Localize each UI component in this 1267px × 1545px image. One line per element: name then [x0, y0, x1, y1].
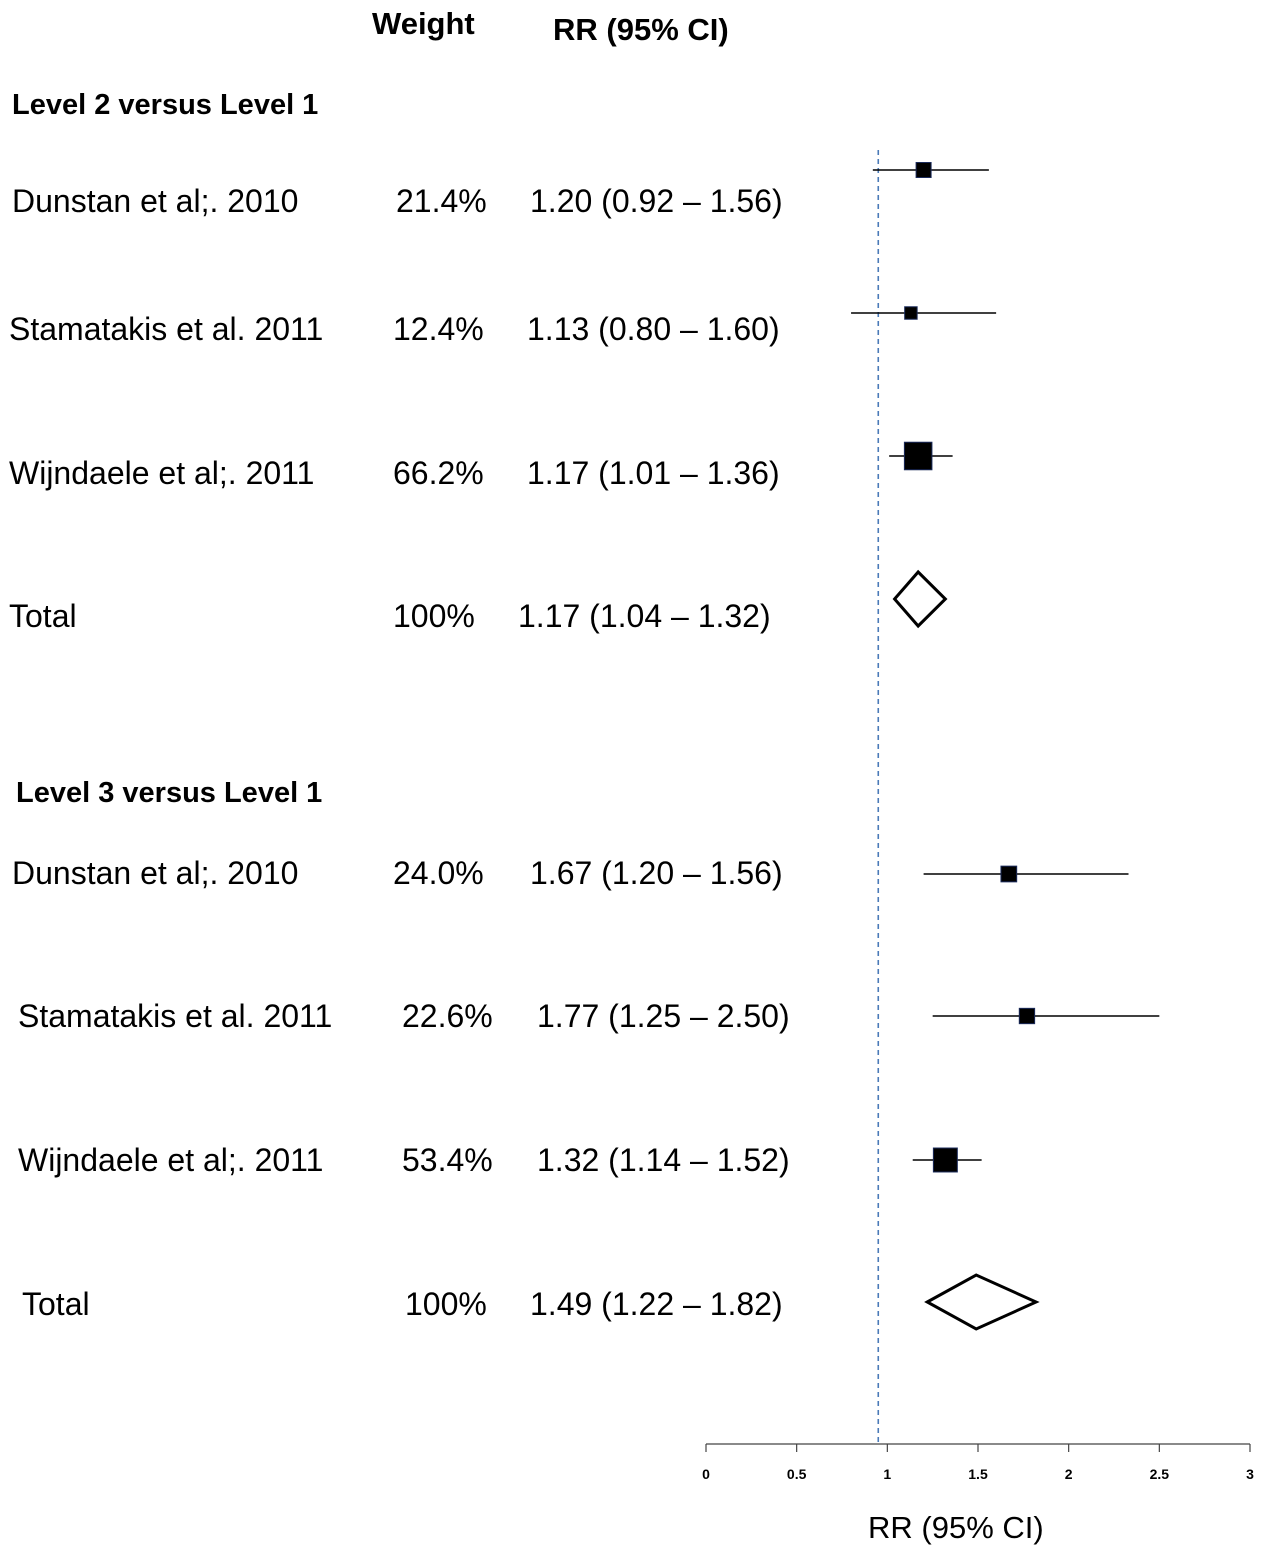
study-weight: 24.0% [393, 855, 484, 891]
x-tick-label: 1.5 [968, 1466, 988, 1482]
effect-square [915, 162, 932, 178]
effect-square [903, 441, 933, 471]
total-diamond [924, 1273, 1040, 1331]
x-tick-label: 2.5 [1150, 1466, 1170, 1482]
study-name: Dunstan et al;. 2010 [12, 183, 299, 219]
total-diamond [892, 569, 948, 629]
study-weight: 22.6% [402, 998, 493, 1034]
study-weight: 66.2% [393, 455, 484, 491]
study-rr-text: 1.13 (0.80 – 1.60) [527, 311, 780, 347]
study-weight: 21.4% [396, 183, 487, 219]
effect-square [1018, 1007, 1036, 1025]
study-rr-text: 1.32 (1.14 – 1.52) [537, 1142, 790, 1178]
study-name: Wijndaele et al;. 2011 [18, 1142, 324, 1178]
x-tick-label: 3 [1246, 1466, 1254, 1482]
total-name: Total [22, 1286, 90, 1322]
study-weight: 12.4% [393, 311, 484, 347]
total-rr-text: 1.17 (1.04 – 1.32) [518, 598, 771, 634]
x-axis-title: RR (95% CI) [868, 1510, 1044, 1545]
effect-square [1000, 865, 1018, 883]
total-weight: 100% [405, 1286, 487, 1322]
effect-square [932, 1147, 958, 1173]
total-rr-text: 1.49 (1.22 – 1.82) [530, 1286, 783, 1322]
study-name: Wijndaele et al;. 2011 [9, 455, 315, 491]
study-name: Stamatakis et al. 2011 [18, 998, 333, 1034]
total-name: Total [9, 598, 77, 634]
weight-column-header: Weight [372, 6, 475, 41]
study-rr-text: 1.77 (1.25 – 2.50) [537, 998, 790, 1034]
study-name: Stamatakis et al. 2011 [9, 311, 324, 347]
x-tick-label: 0 [702, 1466, 710, 1482]
study-rr-text: 1.67 (1.20 – 1.56) [530, 855, 783, 891]
total-weight: 100% [393, 598, 475, 634]
effect-square [904, 306, 918, 320]
x-tick-label: 2 [1065, 1466, 1073, 1482]
x-tick-label: 1 [883, 1466, 891, 1482]
study-rr-text: 1.17 (1.01 – 1.36) [527, 455, 780, 491]
study-rr-text: 1.20 (0.92 – 1.56) [530, 183, 783, 219]
group-title-level2: Level 2 versus Level 1 [12, 89, 319, 121]
rr-column-header: RR (95% CI) [553, 12, 729, 47]
group-title-level3: Level 3 versus Level 1 [16, 777, 323, 809]
study-weight: 53.4% [402, 1142, 493, 1178]
study-name: Dunstan et al;. 2010 [12, 855, 299, 891]
x-tick-label: 0.5 [787, 1466, 807, 1482]
